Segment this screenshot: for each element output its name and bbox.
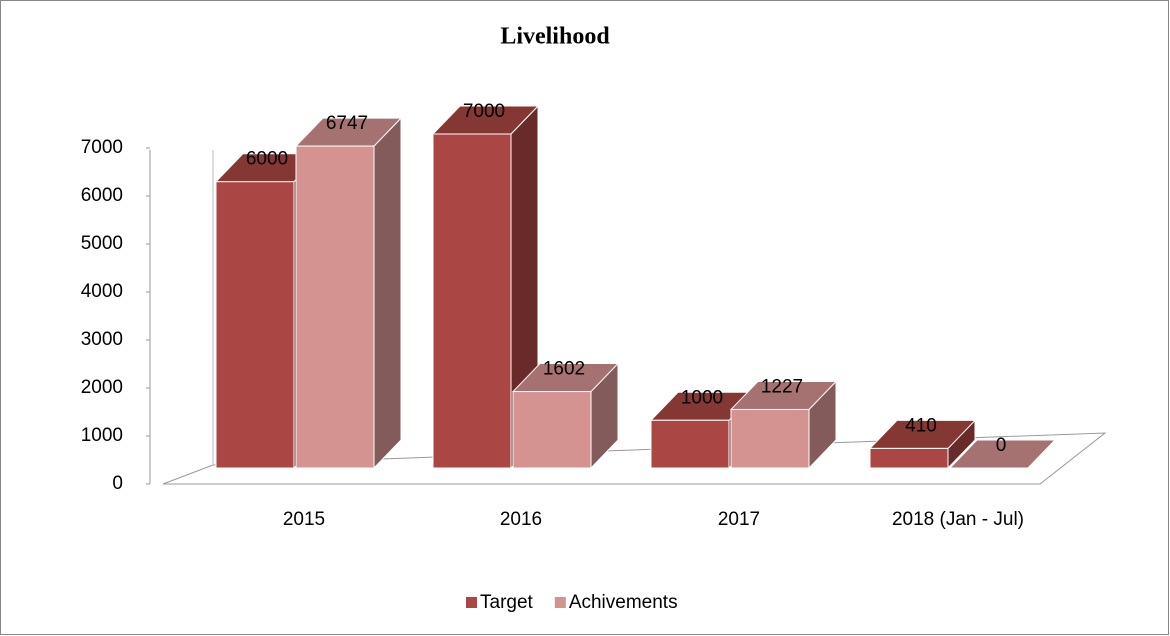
bar	[432, 133, 512, 469]
legend-label: Achivements	[569, 592, 678, 613]
x-tick-label: 2017	[718, 509, 760, 530]
data-label: 1602	[543, 359, 585, 380]
y-tick-label: 4000	[81, 281, 123, 302]
data-label: 6747	[326, 113, 368, 134]
data-label: 410	[905, 415, 937, 436]
bar	[650, 419, 730, 469]
chart-title: Livelihood	[500, 24, 610, 50]
y-tick-label: 3000	[81, 329, 123, 350]
x-tick-label: 2018 (Jan - Jul)	[892, 509, 1024, 530]
bar	[215, 181, 295, 469]
bar	[869, 447, 949, 469]
data-label: 7000	[463, 101, 505, 122]
y-tick-label: 1000	[81, 425, 123, 446]
legend-swatch	[554, 597, 566, 608]
y-tick-label: 5000	[81, 233, 123, 254]
y-tick-label: 2000	[81, 377, 123, 398]
y-tick-label: 7000	[81, 137, 123, 158]
legend-label: Target	[480, 592, 534, 613]
data-label: 1227	[761, 376, 803, 397]
y-tick-label: 6000	[81, 185, 123, 206]
x-tick-label: 2016	[500, 509, 542, 530]
bar-top	[948, 439, 1057, 469]
floor	[162, 432, 1107, 485]
data-label: 6000	[246, 149, 288, 170]
bar-side	[373, 116, 402, 470]
legend-swatch	[466, 597, 477, 608]
bar	[512, 391, 592, 469]
y-tick-label: 0	[112, 473, 123, 494]
data-label: 1000	[681, 387, 723, 408]
bar	[730, 408, 810, 469]
data-label: 0	[996, 435, 1007, 456]
x-tick-label: 2015	[283, 509, 325, 530]
bar	[295, 145, 375, 469]
